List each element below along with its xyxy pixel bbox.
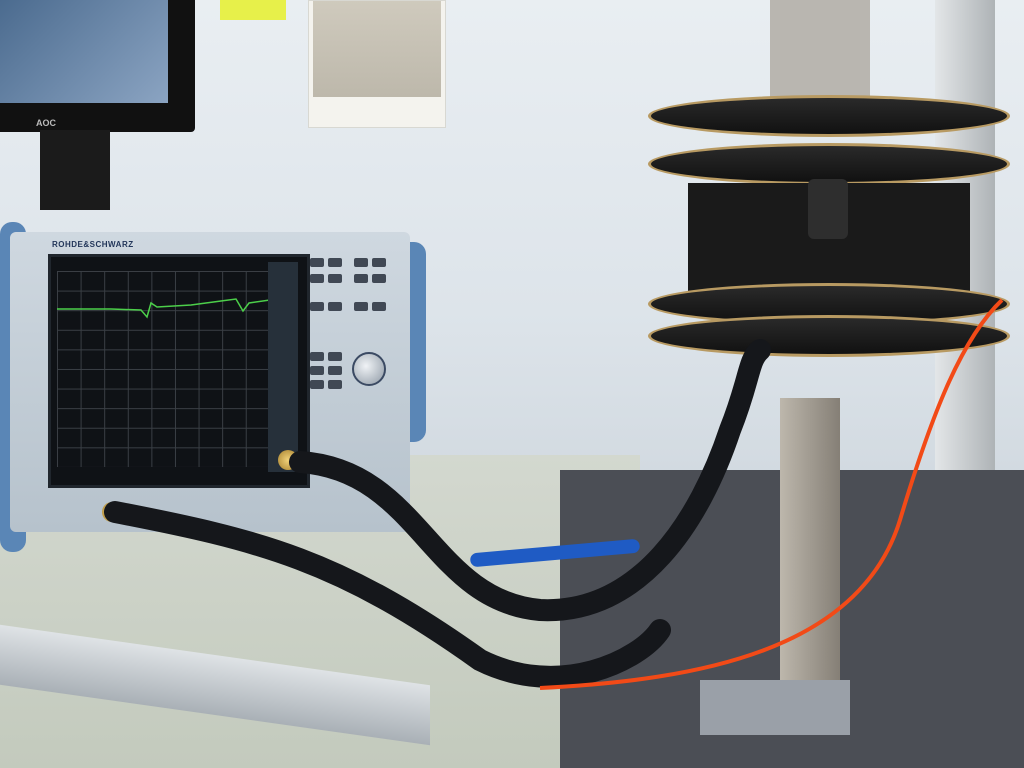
key[interactable] bbox=[310, 302, 324, 311]
trace-plot bbox=[57, 296, 292, 319]
key[interactable] bbox=[310, 258, 324, 267]
key[interactable] bbox=[372, 302, 386, 311]
key[interactable] bbox=[328, 380, 342, 389]
wall-poster bbox=[308, 0, 446, 128]
rotary-knob[interactable] bbox=[352, 352, 386, 386]
softkey-column bbox=[268, 262, 298, 472]
sticky-note bbox=[220, 0, 286, 20]
rf-connector bbox=[808, 179, 848, 239]
key[interactable] bbox=[328, 352, 342, 361]
upper-disc-lower bbox=[648, 143, 1010, 185]
lower-disc-bottom bbox=[648, 315, 1010, 357]
key[interactable] bbox=[310, 366, 324, 375]
key[interactable] bbox=[354, 302, 368, 311]
key[interactable] bbox=[328, 274, 342, 283]
network-analyzer: ROHDE&SCHWARZ bbox=[0, 222, 428, 572]
cable-port-1 bbox=[104, 501, 671, 688]
red-wire bbox=[539, 298, 1004, 690]
display-grid bbox=[57, 271, 293, 467]
key[interactable] bbox=[354, 274, 368, 283]
key[interactable] bbox=[372, 258, 386, 267]
cable-port-2 bbox=[289, 339, 771, 622]
coil-fixture bbox=[648, 95, 1010, 360]
fixture-column-top bbox=[770, 0, 870, 110]
key[interactable] bbox=[328, 302, 342, 311]
analyzer-display bbox=[48, 254, 310, 488]
control-panel bbox=[310, 252, 390, 442]
key[interactable] bbox=[328, 366, 342, 375]
key[interactable] bbox=[310, 352, 324, 361]
key[interactable] bbox=[372, 274, 386, 283]
computer-monitor: AOC bbox=[0, 0, 195, 132]
key[interactable] bbox=[354, 258, 368, 267]
key[interactable] bbox=[310, 274, 324, 283]
analyzer-brand: ROHDE&SCHWARZ bbox=[52, 240, 134, 249]
monitor-screen bbox=[0, 0, 168, 103]
monitor-stand bbox=[40, 130, 110, 210]
key[interactable] bbox=[310, 380, 324, 389]
analyzer-body: ROHDE&SCHWARZ bbox=[10, 232, 410, 532]
key[interactable] bbox=[328, 258, 342, 267]
trace-line bbox=[57, 296, 292, 319]
fixture-base bbox=[700, 680, 850, 735]
monitor-brand-label: AOC bbox=[36, 118, 56, 128]
upper-disc bbox=[648, 95, 1010, 137]
